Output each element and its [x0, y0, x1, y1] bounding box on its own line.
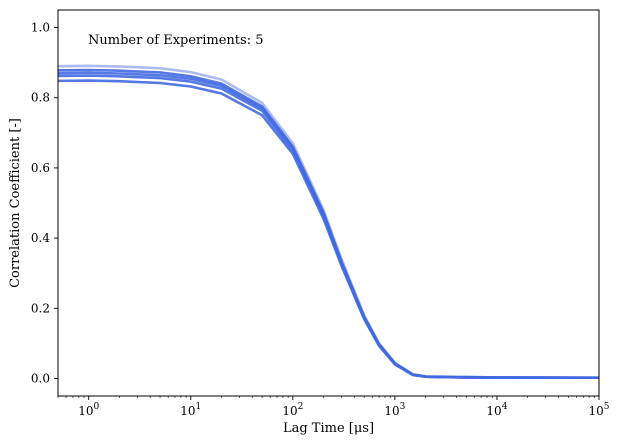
y-tick-label: 0.4: [31, 231, 50, 245]
x-tick-label: 105: [588, 402, 609, 418]
x-tick-label: 104: [486, 402, 507, 418]
x-tick-label: 101: [180, 402, 201, 418]
y-tick-label: 0.6: [31, 161, 50, 175]
y-tick-label: 0.0: [31, 371, 50, 385]
y-tick-label: 1.0: [31, 21, 50, 35]
x-tick-label: 102: [282, 402, 303, 418]
x-axis-label: Lag Time [μs]: [283, 421, 374, 436]
y-tick-label: 0.2: [31, 301, 50, 315]
x-tick-label: 103: [384, 402, 405, 418]
series-line-5: [58, 79, 599, 380]
x-tick-label: 100: [78, 402, 99, 418]
y-tick-label: 0.8: [31, 91, 50, 105]
y-axis-label: Correlation Coefficient [-]: [8, 118, 23, 288]
y-axis-ticks: 0.0 0.2 0.4 0.6 0.8 1.0: [31, 21, 58, 385]
series-layer: [58, 64, 599, 380]
x-axis-ticks: 100 101 102 103 104 105: [57, 396, 610, 418]
experiment-count-annotation: Number of Experiments: 5: [88, 33, 264, 48]
plot-frame: [57, 9, 600, 397]
